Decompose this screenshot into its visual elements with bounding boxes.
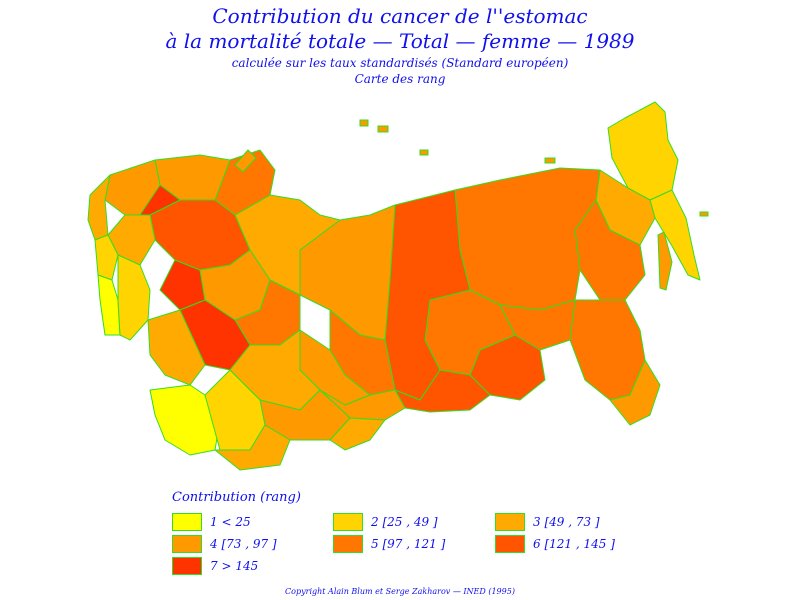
region-central-asia-south (214, 424, 291, 471)
region-tyumen (299, 204, 396, 341)
region-ukraine-east (117, 254, 151, 341)
legend-item-6: 6 [121 , 145 ] (495, 535, 615, 553)
legend-swatch-2 (333, 513, 363, 531)
region-baltic (87, 174, 111, 241)
region-sakhalin (657, 231, 673, 291)
title-line-2: à la mortalité totale — Total — femme — … (165, 29, 635, 53)
legend-title: Contribution (rang) (172, 490, 301, 505)
legend-swatch-7 (172, 557, 202, 575)
legend-label-2: 2 [25 , 49 ] (371, 515, 438, 529)
subtitle-line-1: calculée sur les taux standardisés (Stan… (231, 56, 569, 70)
region-ukraine-west (97, 274, 121, 336)
legend-swatch-5 (333, 535, 363, 553)
island-3 (419, 149, 429, 156)
region-kazakhstan-east (329, 417, 386, 451)
island-4 (544, 157, 556, 164)
legend-swatch-3 (495, 513, 525, 531)
legend-item-3: 3 [49 , 73 ] (495, 513, 600, 531)
title-line-1: Contribution du cancer de l''estomac (212, 4, 588, 28)
island-2 (377, 125, 389, 133)
region-tuva (394, 369, 491, 413)
legend-label-4: 4 [73 , 97 ] (210, 537, 277, 551)
legend-label-7: 7 > 145 (210, 559, 259, 573)
legend-label-6: 6 [121 , 145 ] (533, 537, 615, 551)
island-1 (359, 119, 369, 127)
legend-label-1: 1 < 25 (210, 515, 251, 529)
legend-swatch-4 (172, 535, 202, 553)
copyright-notice: Copyright Alain Blum et Serge Zakharov —… (285, 587, 515, 596)
legend-swatch-1 (172, 513, 202, 531)
region-novaya-zemlya (234, 149, 257, 173)
subtitle-line-2: Carte des rang (354, 72, 446, 86)
legend-item-4: 4 [73 , 97 ] (172, 535, 277, 553)
legend-swatch-6 (495, 535, 525, 553)
island-5 (699, 211, 709, 217)
region-primorye (609, 359, 661, 426)
region-kamchatka-south (649, 189, 701, 281)
legend-item-5: 5 [97 , 121 ] (333, 535, 445, 553)
legend-item-1: 1 < 25 (172, 513, 251, 531)
title-block: Contribution du cancer de l''estomac à l… (0, 4, 800, 87)
legend-label-5: 5 [97 , 121 ] (371, 537, 446, 551)
region-belarus (94, 234, 119, 281)
legend-item-7: 7 > 145 (172, 557, 258, 575)
legend-item-2: 2 [25 , 49 ] (333, 513, 438, 531)
legend-label-3: 3 [49 , 73 ] (533, 515, 600, 529)
